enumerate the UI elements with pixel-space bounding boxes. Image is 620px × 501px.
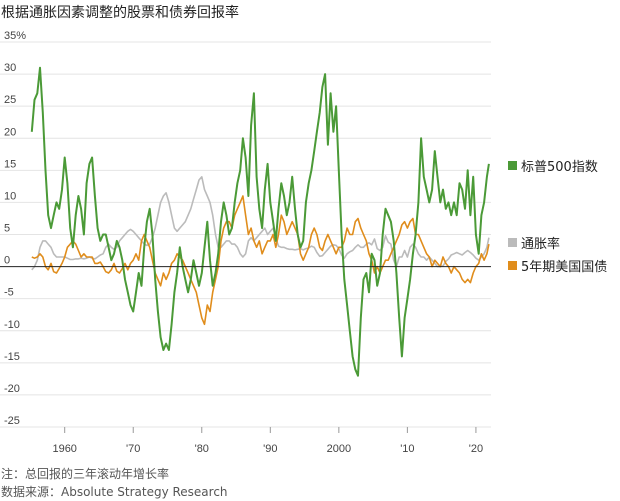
x-tick-label: '90 xyxy=(263,443,277,455)
legend-swatch-inflation xyxy=(508,238,517,247)
footnote: 注：总回报的三年滚动年增长率 xyxy=(1,467,170,481)
y-tick-label: -25 xyxy=(4,415,20,427)
legend-label-inflation: 通胀率 xyxy=(521,237,561,252)
x-axis-tick-labels: 1960 '70 '80 '90 2000 '10 '20 xyxy=(52,443,483,455)
legend-item-treasury: 5年期美国国债 xyxy=(508,256,607,275)
x-tick-label: '10 xyxy=(400,443,414,455)
legend-item-sp500: 标普500指数 xyxy=(508,156,598,175)
series-line-sp500 xyxy=(30,66,490,377)
series-line-treasury xyxy=(31,195,490,326)
x-axis-ticks xyxy=(64,427,477,433)
legend-swatch-treasury xyxy=(508,261,517,270)
legend-label-sp500: 标普500指数 xyxy=(521,160,598,175)
legend-label-treasury: 5年期美国国债 xyxy=(521,260,608,275)
y-tick-label: -5 xyxy=(4,287,14,299)
y-tick-label: 35% xyxy=(4,30,26,42)
legend-item-inflation: 通胀率 xyxy=(508,233,560,252)
y-tick-label: 5 xyxy=(4,223,10,235)
y-tick-label: 30 xyxy=(4,62,16,74)
y-tick-label: 0 xyxy=(4,255,10,267)
series-line-inflation xyxy=(31,176,490,271)
chart-notes: 注：总回报的三年滚动年增长率 数据来源：Absolute Strategy Re… xyxy=(1,465,228,501)
y-tick-label: 15 xyxy=(4,158,16,170)
y-tick-label: 10 xyxy=(4,190,16,202)
x-tick-label: 1960 xyxy=(52,443,76,455)
grid-lines xyxy=(0,41,491,428)
chart-title: 根据通胀因素调整的股票和债券回报率 xyxy=(1,5,239,21)
y-tick-label: -10 xyxy=(4,319,20,331)
y-tick-label: 20 xyxy=(4,126,16,138)
x-tick-label: '70 xyxy=(126,443,140,455)
x-tick-label: '20 xyxy=(469,443,483,455)
x-tick-label: 2000 xyxy=(327,443,351,455)
legend-swatch-sp500 xyxy=(508,161,517,170)
series-lines xyxy=(30,66,490,377)
x-tick-label: '80 xyxy=(195,443,209,455)
y-axis-tick-labels: 35% 30 25 20 15 10 5 0 -5 -10 -15 -20 -25 xyxy=(4,30,26,427)
y-tick-label: 25 xyxy=(4,94,16,106)
source-note: 数据来源：Absolute Strategy Research xyxy=(1,485,228,499)
y-tick-label: -15 xyxy=(4,351,20,363)
y-tick-label: -20 xyxy=(4,383,20,395)
